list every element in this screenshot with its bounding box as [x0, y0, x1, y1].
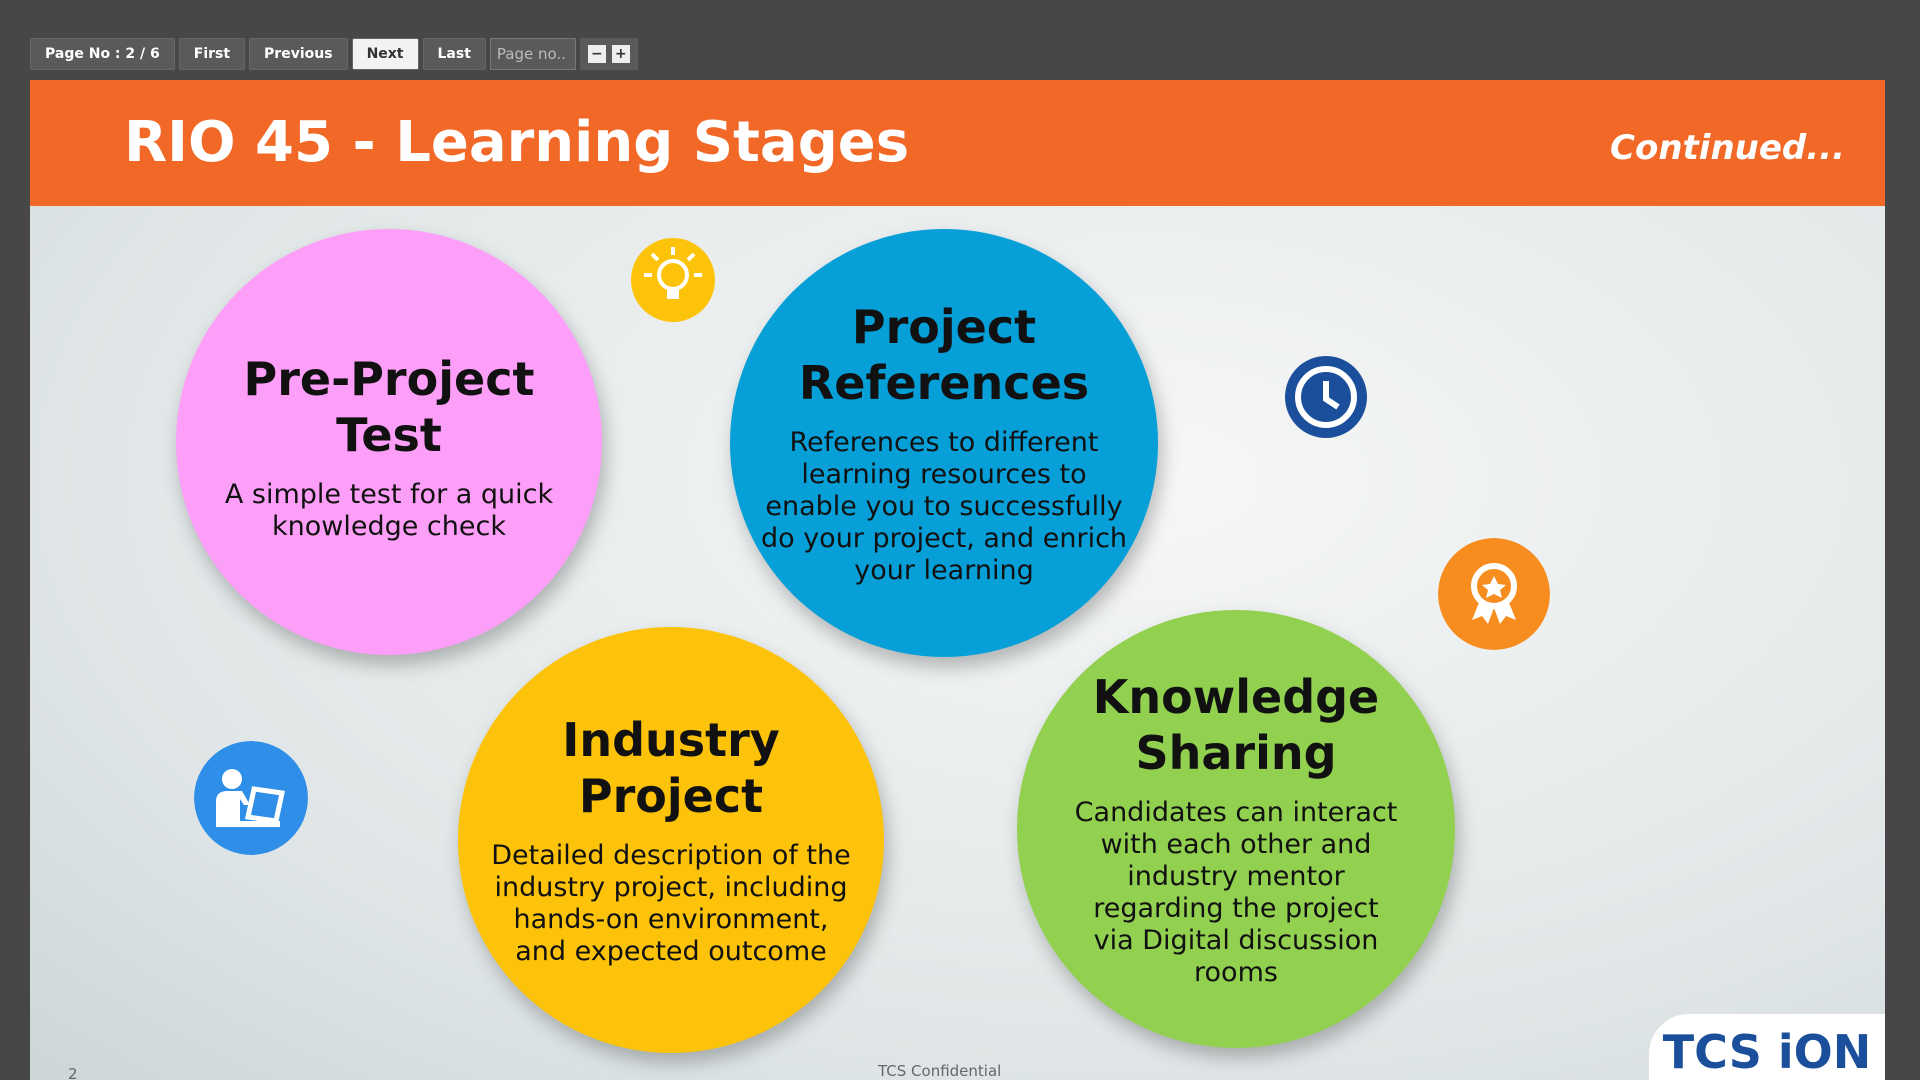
zoom-controls: − +: [579, 38, 638, 70]
first-button[interactable]: First: [178, 38, 246, 70]
stage-circle: Knowledge Sharing Candidates can interac…: [1017, 610, 1455, 1048]
stage-description: References to different learning resourc…: [760, 427, 1128, 586]
slide-subtitle: Continued...: [1610, 128, 1845, 168]
stage-circle: Industry Project Detailed description of…: [458, 627, 884, 1053]
page-label: Page No : 2 / 6: [30, 38, 175, 70]
slide: RIO 45 - Learning Stages Continued... Pr…: [30, 80, 1885, 1080]
laptop-icon: [194, 741, 308, 855]
clock-icon: [1285, 356, 1367, 438]
slide-header: RIO 45 - Learning Stages Continued...: [30, 80, 1885, 206]
award-icon: [1438, 538, 1550, 650]
confidential-label: TCS Confidential: [878, 1062, 1002, 1080]
stage-title: Industry Project: [562, 713, 780, 823]
zoom-in[interactable]: +: [611, 45, 630, 63]
logo: TCS iON: [1649, 1014, 1885, 1080]
last-button[interactable]: Last: [422, 38, 486, 70]
previous-button[interactable]: Previous: [249, 38, 348, 70]
zoom-out[interactable]: −: [587, 45, 606, 63]
bulb-icon: [631, 238, 715, 322]
stage-description: A simple test for a quick knowledge chec…: [224, 479, 554, 542]
next-button[interactable]: Next: [351, 38, 419, 70]
page-number: 2: [68, 1065, 78, 1080]
toolbar: Page No : 2 / 6 First Previous Next Last…: [30, 38, 638, 70]
stage-title: Pre-Project Test: [243, 352, 535, 462]
stage-description: Detailed description of the industry pro…: [491, 840, 851, 967]
slide-title: RIO 45 - Learning Stages: [124, 110, 910, 175]
page-input[interactable]: Page no..: [489, 38, 576, 70]
stage-description: Candidates can interact with each other …: [1074, 797, 1398, 988]
stage-title: Knowledge Sharing: [1092, 670, 1380, 780]
stage-circle: Project References References to differe…: [730, 229, 1158, 657]
stage-circle: Pre-Project Test A simple test for a qui…: [176, 229, 602, 655]
stage-title: Project References: [798, 300, 1090, 410]
